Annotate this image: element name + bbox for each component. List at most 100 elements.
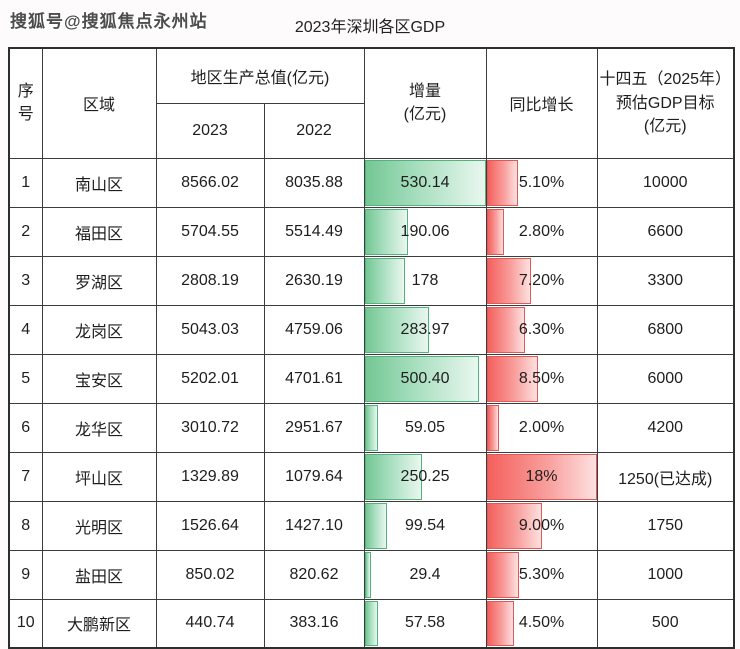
row-index: 3 [8, 255, 43, 306]
gdp-2022-value: 5514.49 [263, 206, 365, 257]
header-year-2023: 2023 [155, 102, 265, 159]
target-value: 500 [596, 598, 735, 649]
growth-cell: 2.00% [485, 402, 598, 453]
gdp-table: 序 号 区域 地区生产总值(亿元) 增量 (亿元) 同比增长 十四五（2025年… [8, 47, 736, 649]
header-row-top: 序 号 区域 地区生产总值(亿元) 增量 (亿元) 同比增长 十四五（2025年… [8, 47, 735, 159]
increment-data-bar [365, 355, 479, 402]
gdp-2022-value: 1427.10 [263, 500, 365, 551]
row-index: 7 [8, 451, 43, 502]
increment-cell: 190.06 [363, 206, 487, 257]
growth-cell: 8.50% [485, 353, 598, 404]
increment-cell: 99.54 [363, 500, 487, 551]
table-row: 4 龙岗区 5043.03 4759.06 283.97 6.30% 6800 [8, 304, 735, 355]
district-name: 大鹏新区 [41, 598, 157, 649]
header-index: 序 号 [8, 47, 43, 159]
district-name: 坪山区 [41, 451, 157, 502]
increment-data-bar [365, 502, 388, 549]
gdp-2022-value: 4701.61 [263, 353, 365, 404]
gdp-2022-value: 2630.19 [263, 255, 365, 306]
target-value: 10000 [596, 157, 735, 208]
growth-cell: 5.10% [485, 157, 598, 208]
gdp-2022-value: 2951.67 [263, 402, 365, 453]
increment-cell: 178 [363, 255, 487, 306]
gdp-2022-value: 4759.06 [263, 304, 365, 355]
increment-value: 99.54 [404, 516, 446, 534]
gdp-2023-value: 5043.03 [155, 304, 265, 355]
growth-data-bar [487, 502, 542, 549]
gdp-2023-value: 850.02 [155, 549, 265, 600]
table-row: 3 罗湖区 2808.19 2630.19 178 7.20% 3300 [8, 255, 735, 306]
district-name: 龙岗区 [41, 304, 157, 355]
row-index: 10 [8, 598, 43, 649]
growth-value: 4.50% [518, 614, 565, 632]
target-value: 3300 [596, 255, 735, 306]
increment-cell: 530.14 [363, 157, 487, 208]
increment-data-bar [365, 257, 406, 304]
table-row: 1 南山区 8566.02 8035.88 530.14 5.10% 10000 [8, 157, 735, 208]
gdp-2022-value: 383.16 [263, 598, 365, 649]
growth-data-bar [487, 355, 539, 402]
increment-value: 530.14 [400, 173, 450, 191]
growth-data-bar [487, 208, 504, 255]
increment-data-bar [365, 306, 430, 353]
target-value: 1000 [596, 549, 735, 600]
increment-value: 57.58 [404, 614, 446, 632]
target-value: 6600 [596, 206, 735, 257]
district-name: 宝安区 [41, 353, 157, 404]
growth-data-bar [487, 257, 531, 304]
increment-cell: 283.97 [363, 304, 487, 355]
row-index: 5 [8, 353, 43, 404]
table-row: 5 宝安区 5202.01 4701.61 500.40 8.50% 6000 [8, 353, 735, 404]
gdp-2023-value: 5704.55 [155, 206, 265, 257]
gdp-2023-value: 8566.02 [155, 157, 265, 208]
row-index: 9 [8, 549, 43, 600]
growth-value: 6.30% [518, 320, 565, 338]
sohu-watermark: 搜狐号@搜狐焦点永州站 [10, 12, 208, 31]
header-growth: 同比增长 [485, 47, 598, 159]
growth-cell: 5.30% [485, 549, 598, 600]
gdp-2023-value: 3010.72 [155, 402, 265, 453]
gdp-2022-value: 8035.88 [263, 157, 365, 208]
gdp-2023-value: 2808.19 [155, 255, 265, 306]
increment-value: 178 [411, 271, 439, 289]
header-increment: 增量 (亿元) [363, 47, 487, 159]
row-index: 6 [8, 402, 43, 453]
growth-data-bar [487, 159, 518, 206]
header-gdp-group: 地区生产总值(亿元) [155, 47, 365, 104]
row-index: 1 [8, 157, 43, 208]
growth-value: 9.00% [518, 516, 565, 534]
growth-data-bar [487, 551, 519, 598]
increment-cell: 29.4 [363, 549, 487, 600]
increment-data-bar [365, 208, 408, 255]
increment-value: 500.40 [400, 369, 450, 387]
header-district: 区域 [41, 47, 157, 159]
table-row: 8 光明区 1526.64 1427.10 99.54 9.00% 1750 [8, 500, 735, 551]
target-value: 1250(已达成) [596, 451, 735, 502]
row-index: 2 [8, 206, 43, 257]
district-name: 南山区 [41, 157, 157, 208]
increment-value: 29.4 [409, 565, 441, 583]
gdp-2022-value: 820.62 [263, 549, 365, 600]
increment-data-bar [365, 453, 422, 500]
district-name: 罗湖区 [41, 255, 157, 306]
row-index: 8 [8, 500, 43, 551]
increment-data-bar [365, 551, 372, 598]
growth-value: 7.20% [518, 271, 565, 289]
target-value: 6000 [596, 353, 735, 404]
table-row: 10 大鹏新区 440.74 383.16 57.58 4.50% 500 [8, 598, 735, 649]
table-row: 2 福田区 5704.55 5514.49 190.06 2.80% 6600 [8, 206, 735, 257]
district-name: 福田区 [41, 206, 157, 257]
growth-value: 5.30% [518, 565, 565, 583]
district-name: 盐田区 [41, 549, 157, 600]
increment-data-bar [365, 404, 378, 451]
increment-cell: 57.58 [363, 598, 487, 649]
growth-value: 18% [525, 467, 558, 485]
growth-value: 8.50% [518, 369, 565, 387]
header-row-sub: 2023 2022 [9, 102, 734, 159]
growth-cell: 4.50% [485, 598, 598, 649]
district-name: 光明区 [41, 500, 157, 551]
header-year-2022: 2022 [263, 102, 365, 159]
increment-value: 283.97 [400, 320, 450, 338]
table-row: 6 龙华区 3010.72 2951.67 59.05 2.00% 4200 [8, 402, 735, 453]
gdp-2023-value: 440.74 [155, 598, 265, 649]
